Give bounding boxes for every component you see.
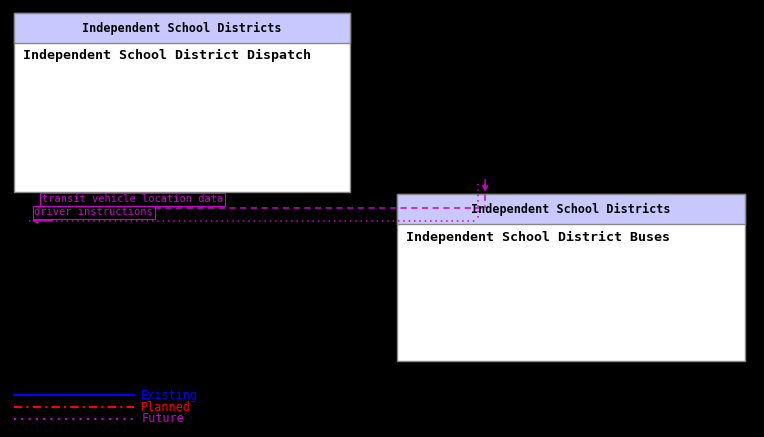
Text: Independent School Districts: Independent School Districts [471,203,671,216]
Text: Planned: Planned [141,401,191,414]
Text: Existing: Existing [141,389,199,402]
Text: Independent School District Buses: Independent School District Buses [406,231,671,244]
Bar [397,194,745,224]
Bar [14,13,350,43]
Bar [14,13,350,192]
Text: transit vehicle location data: transit vehicle location data [42,194,223,204]
Text: Future: Future [141,412,184,425]
Text: Independent School District Dispatch: Independent School District Dispatch [23,49,311,62]
Text: Independent School Districts: Independent School Districts [82,21,282,35]
Text: driver instructions: driver instructions [34,207,153,217]
Bar [397,194,745,361]
